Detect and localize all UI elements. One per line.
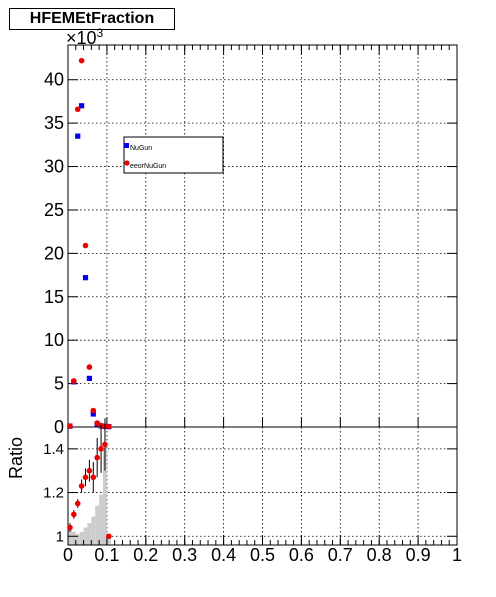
ratio-point: [98, 446, 104, 452]
y-tick-label: 10: [44, 330, 64, 350]
hist-bar: [103, 448, 107, 545]
hist-bar: [68, 529, 72, 545]
ratio-point: [82, 474, 89, 481]
hist-bar: [95, 505, 100, 545]
point-nugun: [86, 375, 92, 381]
point-eeornugun: [74, 106, 81, 113]
hist-bar: [87, 523, 92, 545]
hist-bar: [99, 494, 104, 545]
legend-label-eeornugun: eeorNuGun: [130, 163, 166, 170]
y-tick-label: 0: [54, 417, 64, 437]
x-tick-label: 0.5: [250, 545, 275, 565]
legend-marker-eeornugun: [124, 160, 130, 166]
point-nugun: [79, 103, 85, 109]
x-tick-label: 0.8: [367, 545, 392, 565]
bottom-grid: [67, 427, 458, 545]
point-eeornugun: [86, 364, 93, 370]
point-eeornugun: [71, 378, 77, 384]
x-tick-label: 0.3: [172, 545, 197, 565]
point-nugun: [90, 411, 96, 417]
y-tick-label: 35: [44, 113, 64, 133]
point-eeornugun: [82, 242, 89, 249]
legend-label-nugun: NuGun: [130, 145, 152, 152]
x-tick-label: 0.7: [328, 545, 353, 565]
hist-bar: [83, 527, 88, 545]
hist-bar: [79, 531, 84, 545]
ratio-point: [90, 474, 97, 481]
ratio-point: [74, 500, 81, 507]
ratio-point: [78, 483, 85, 489]
point-nugun: [82, 275, 89, 281]
x-tick-label: 0: [63, 545, 73, 565]
y-tick-label: 25: [44, 200, 64, 220]
ratio-point: [86, 467, 93, 474]
ratio-y-tick-label: 1: [56, 528, 64, 545]
y-tick-label: 20: [44, 243, 64, 263]
ratio-y-tick-label: 1.4: [43, 441, 64, 458]
ratio-data-points: [67, 418, 112, 540]
x-tick-label: 0.9: [406, 545, 431, 565]
point-nugun: [75, 133, 81, 139]
ratio-point: [102, 441, 108, 448]
ratio-point: [94, 454, 100, 461]
hist-bar: [75, 534, 80, 545]
x-tick-label: 0.6: [289, 545, 314, 565]
ratio-shaded-histogram: [68, 448, 111, 545]
x-tick-label: 0.4: [211, 545, 236, 565]
point-eeornugun: [67, 423, 73, 429]
y-multiplier: ×103: [66, 26, 104, 48]
x-tick-label: 0.1: [94, 545, 119, 565]
legend-box: [123, 136, 224, 174]
x-tick-label: 0.2: [133, 545, 158, 565]
legend-marker-nugun: [124, 143, 129, 148]
top-data-points: [67, 57, 112, 430]
hist-bar: [91, 516, 96, 545]
bottom-axis-ticks: 1 1.2 1.4 0 0.1 0.2 0.3 0.4 0.5 0.6 0.7 0.8 0.9 1: [43, 441, 462, 565]
hist-bar: [106, 536, 111, 545]
ratio-point: [67, 524, 73, 531]
ratio-axis-label: Ratio: [6, 437, 26, 479]
y-tick-label: 30: [44, 157, 64, 177]
ratio-point: [71, 511, 77, 518]
x-tick-label: 1: [452, 545, 462, 565]
ratio-y-tick-label: 1.2: [43, 485, 64, 502]
top-axis-ticks: 0 5 10 15 20 25 30 35 40: [44, 45, 458, 437]
chart-title: HFEMEtFraction: [9, 8, 175, 30]
point-eeornugun: [78, 57, 85, 64]
y-tick-label: 5: [54, 374, 64, 394]
point-eeornugun: [106, 423, 112, 430]
legend: NuGun eeorNuGun: [123, 136, 224, 174]
y-tick-label: 40: [44, 70, 64, 90]
ratio-point: [106, 533, 112, 540]
hist-bar: [71, 531, 76, 545]
y-tick-label: 15: [44, 287, 64, 307]
top-grid: [67, 45, 458, 428]
point-eeornugun: [90, 407, 97, 414]
